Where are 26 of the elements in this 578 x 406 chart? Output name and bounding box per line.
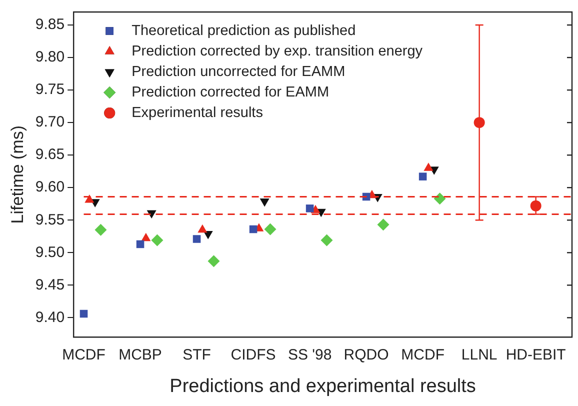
x-tick-label: LLNL <box>461 346 498 364</box>
y-tick-label: 9.85 <box>35 16 65 34</box>
x-tick-label: MCDF <box>62 346 106 364</box>
y-tick-label: 9.65 <box>35 146 65 164</box>
y-tick-label: 9.40 <box>35 308 65 326</box>
x-axis-title: Predictions and experimental results <box>170 376 476 397</box>
y-tick-label: 9.80 <box>35 48 65 66</box>
y-tick-label: 9.45 <box>35 276 65 294</box>
x-tick-label: HD-EBIT <box>506 346 566 364</box>
legend-label: Prediction corrected by exp. transition energy <box>132 44 424 60</box>
legend-label: Prediction uncorrected for EAMM <box>132 64 346 80</box>
y-tick-label: 9.70 <box>35 114 65 131</box>
x-tick-label: RQDO <box>344 346 389 364</box>
x-tick-label: MCDF <box>401 346 444 364</box>
x-tick-label: SS '98 <box>288 346 332 364</box>
y-tick-label: 9.50 <box>35 244 65 261</box>
y-axis-title: Lifetime (ms) <box>8 125 27 224</box>
legend-label: Prediction corrected for EAMM <box>132 84 330 100</box>
legend-label: Experimental results <box>132 105 263 121</box>
y-tick-label: 9.75 <box>35 81 65 98</box>
x-tick-label: STF <box>182 346 211 364</box>
x-tick-label: MCBP <box>118 346 162 364</box>
legend-label: Theoretical prediction as published <box>132 23 356 39</box>
y-tick-label: 9.60 <box>35 178 65 196</box>
x-tick-label: CIDFS <box>230 346 276 364</box>
y-tick-label: 9.55 <box>35 211 65 228</box>
